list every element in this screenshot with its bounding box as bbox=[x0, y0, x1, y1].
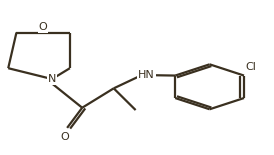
Text: HN: HN bbox=[138, 70, 155, 80]
Text: N: N bbox=[48, 74, 56, 84]
Text: O: O bbox=[61, 132, 69, 142]
Text: O: O bbox=[39, 22, 47, 32]
Text: Cl: Cl bbox=[246, 62, 256, 73]
